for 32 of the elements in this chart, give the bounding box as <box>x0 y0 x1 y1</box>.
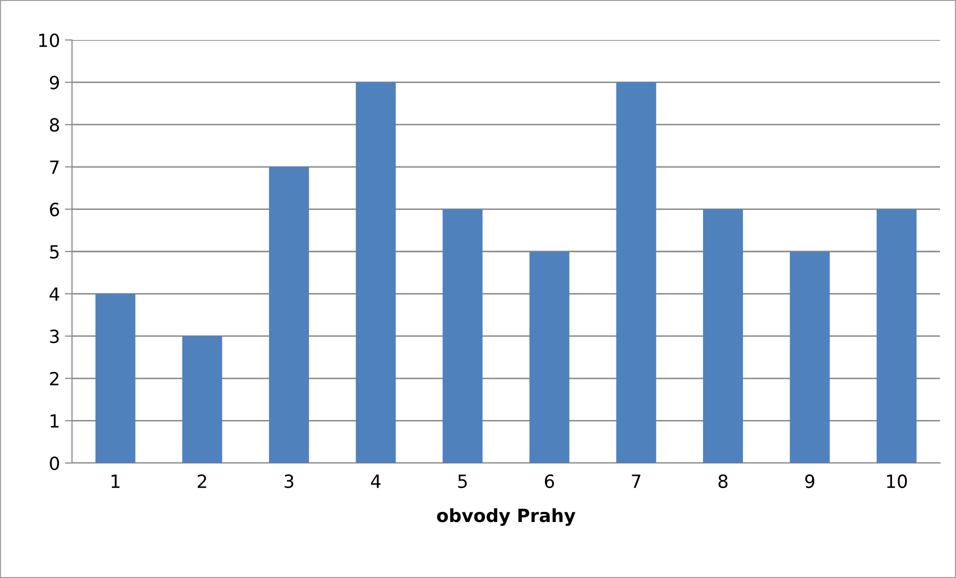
y-tick-label: 1 <box>50 414 59 428</box>
x-tick-label: 9 <box>805 474 814 488</box>
y-tick-label: 6 <box>50 202 60 216</box>
x-axis-title: obvody Prahy <box>437 508 576 526</box>
x-tick-label: 5 <box>458 474 467 488</box>
bar <box>703 209 743 463</box>
x-tick-label: 1 <box>112 474 120 488</box>
y-tick-label: 3 <box>50 330 59 344</box>
y-tick-label: 7 <box>50 160 59 174</box>
y-tick-label: 8 <box>50 118 59 132</box>
x-tick-label: 4 <box>370 474 381 488</box>
bar <box>182 336 222 463</box>
x-tick-label: 3 <box>284 474 294 488</box>
bar <box>442 209 483 463</box>
y-tick-label: 5 <box>50 245 59 259</box>
x-tick-label: 2 <box>198 474 206 488</box>
y-tick-label: 10 <box>39 33 59 48</box>
x-tick-label: 7 <box>632 474 640 488</box>
bar <box>790 252 830 463</box>
x-tick-label: 10 <box>887 474 907 488</box>
x-tick-label: 8 <box>718 474 728 488</box>
y-tick-label: 9 <box>50 76 59 90</box>
bar <box>529 252 570 463</box>
bar <box>95 294 136 463</box>
bar <box>269 166 309 463</box>
y-tick-label: 4 <box>50 287 60 301</box>
x-tick-label: 6 <box>544 474 554 488</box>
y-tick-label: 0 <box>50 456 59 470</box>
y-tick-label: 2 <box>50 372 58 386</box>
bar <box>356 82 396 463</box>
bar <box>876 209 917 463</box>
bar <box>616 82 656 463</box>
